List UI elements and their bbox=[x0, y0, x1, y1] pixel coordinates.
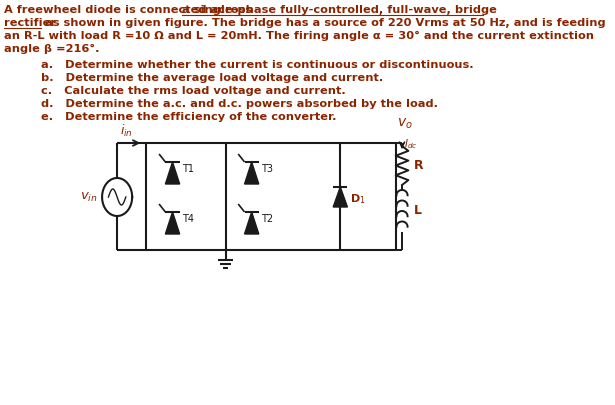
Text: D$_1$: D$_1$ bbox=[350, 192, 365, 206]
Text: T1: T1 bbox=[182, 164, 194, 174]
Text: R: R bbox=[414, 159, 424, 172]
Text: e.   Determine the efficiency of the converter.: e. Determine the efficiency of the conve… bbox=[41, 112, 336, 122]
Text: A freewheel diode is connected across: A freewheel diode is connected across bbox=[4, 5, 256, 15]
Polygon shape bbox=[245, 212, 259, 234]
Text: rectifier: rectifier bbox=[4, 18, 56, 28]
Polygon shape bbox=[333, 187, 347, 207]
Text: angle β =216°.: angle β =216°. bbox=[4, 44, 100, 54]
Text: T2: T2 bbox=[261, 214, 273, 224]
Polygon shape bbox=[165, 212, 180, 234]
Text: c.   Calculate the rms load voltage and current.: c. Calculate the rms load voltage and cu… bbox=[41, 86, 346, 96]
Text: $i_{in}$: $i_{in}$ bbox=[120, 123, 133, 139]
Text: $v_{in}$: $v_{in}$ bbox=[81, 190, 98, 204]
Polygon shape bbox=[245, 162, 259, 184]
Text: as shown in given figure. The bridge has a source of 220 Vrms at 50 Hz, and is f: as shown in given figure. The bridge has… bbox=[41, 18, 606, 28]
Text: b.   Determine the average load voltage and current.: b. Determine the average load voltage an… bbox=[41, 73, 383, 83]
Text: T3: T3 bbox=[261, 164, 273, 174]
Text: an R-L with load R =10 Ω and L = 20mH. The firing angle α = 30° and the current : an R-L with load R =10 Ω and L = 20mH. T… bbox=[4, 31, 594, 41]
Text: T4: T4 bbox=[182, 214, 194, 224]
Text: $v_o$: $v_o$ bbox=[397, 117, 413, 131]
Text: a single-phase fully-controlled, full-wave, bridge: a single-phase fully-controlled, full-wa… bbox=[182, 5, 497, 15]
Polygon shape bbox=[165, 162, 180, 184]
Text: d.   Determine the a.c. and d.c. powers absorbed by the load.: d. Determine the a.c. and d.c. powers ab… bbox=[41, 99, 438, 109]
Text: a.   Determine whether the current is continuous or discontinuous.: a. Determine whether the current is cont… bbox=[41, 60, 474, 70]
Text: $I_{dc}$: $I_{dc}$ bbox=[405, 138, 418, 151]
Text: L: L bbox=[414, 205, 422, 217]
